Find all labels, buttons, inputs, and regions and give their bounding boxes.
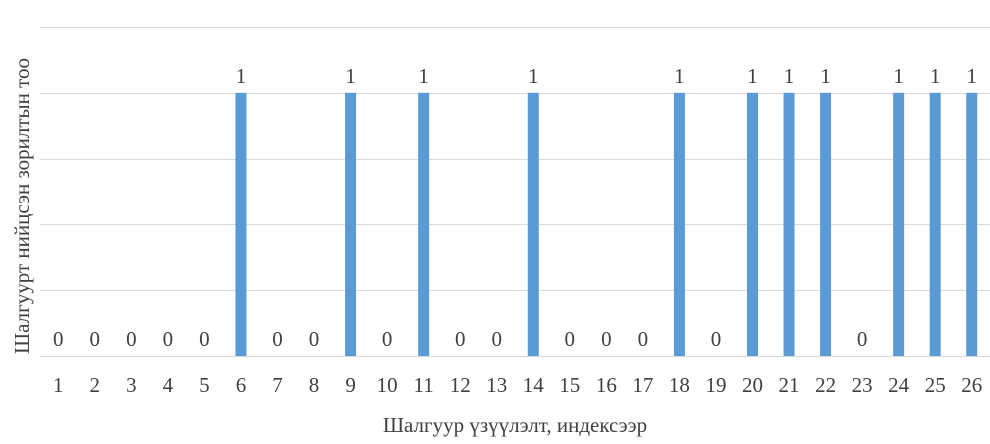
x-tick-2: 2 — [90, 373, 101, 397]
x-axis-title: Шалгуур үзүүлэлт, индексээр — [383, 413, 647, 437]
x-tick-12: 12 — [450, 373, 471, 397]
x-tick-17: 17 — [632, 373, 653, 397]
data-label-18: 1 — [674, 64, 685, 88]
x-tick-15: 15 — [559, 373, 580, 397]
x-tick-14: 14 — [523, 373, 545, 397]
data-label-3: 0 — [126, 327, 137, 351]
x-tick-26: 26 — [961, 373, 982, 397]
x-tick-1: 1 — [53, 373, 64, 397]
x-tick-23: 23 — [852, 373, 873, 397]
bar-18 — [673, 92, 685, 357]
gridlines — [40, 27, 990, 357]
x-tick-16: 16 — [596, 373, 617, 397]
data-label-21: 1 — [784, 64, 795, 88]
bar-9 — [345, 92, 357, 357]
data-label-14: 1 — [528, 64, 539, 88]
data-label-16: 0 — [601, 327, 612, 351]
bar-11 — [418, 92, 430, 357]
bar-20 — [747, 92, 758, 357]
bar-21 — [783, 92, 795, 357]
data-label-15: 0 — [565, 327, 576, 351]
data-label-9: 1 — [345, 64, 356, 88]
data-label-13: 0 — [491, 327, 502, 351]
bar-25 — [929, 92, 941, 357]
x-tick-4: 4 — [163, 373, 174, 397]
data-label-20: 1 — [747, 64, 758, 88]
x-tick-10: 10 — [377, 373, 398, 397]
data-label-1: 0 — [53, 327, 64, 351]
x-tick-6: 6 — [236, 373, 247, 397]
x-tick-11: 11 — [414, 373, 434, 397]
data-label-17: 0 — [638, 327, 649, 351]
x-tick-19: 19 — [705, 373, 726, 397]
data-label-22: 1 — [820, 64, 831, 88]
x-tick-21: 21 — [779, 373, 800, 397]
data-label-2: 0 — [90, 327, 101, 351]
data-label-25: 1 — [930, 64, 941, 88]
data-label-7: 0 — [272, 327, 283, 351]
x-tick-20: 20 — [742, 373, 763, 397]
bars — [235, 92, 978, 357]
x-tick-5: 5 — [199, 373, 210, 397]
data-label-19: 0 — [711, 327, 722, 351]
x-tick-22: 22 — [815, 373, 836, 397]
x-tick-25: 25 — [925, 373, 946, 397]
data-label-12: 0 — [455, 327, 466, 351]
data-label-10: 0 — [382, 327, 393, 351]
x-tick-8: 8 — [309, 373, 320, 397]
data-label-23: 0 — [857, 327, 868, 351]
data-label-24: 1 — [893, 64, 904, 88]
bar-24 — [893, 92, 905, 357]
data-label-4: 0 — [163, 327, 174, 351]
x-tick-7: 7 — [272, 373, 283, 397]
bar-22 — [820, 92, 832, 357]
data-label-6: 1 — [236, 64, 247, 88]
x-tick-18: 18 — [669, 373, 690, 397]
x-tick-3: 3 — [126, 373, 137, 397]
y-axis-title: Шалгуурт нийцсэн зорилтын тоо — [10, 58, 34, 354]
data-label-11: 1 — [418, 64, 429, 88]
x-tick-9: 9 — [345, 373, 356, 397]
bar-6 — [235, 92, 247, 357]
data-labels: 0 0 0 0 0 1 0 0 1 0 1 0 0 1 0 0 0 1 0 1 1 1 0 1 1 1 — [53, 64, 977, 351]
bar-26 — [966, 92, 978, 357]
data-label-5: 0 — [199, 327, 210, 351]
data-label-8: 0 — [309, 327, 320, 351]
x-tick-13: 13 — [486, 373, 507, 397]
data-label-26: 1 — [966, 64, 977, 88]
x-tick-24: 24 — [888, 373, 910, 397]
bar-14 — [527, 92, 539, 357]
x-tick-labels: 1 2 3 4 5 6 7 8 9 10 11 12 13 14 15 16 17 18 19 20 21 22 23 24 2… — [53, 373, 982, 397]
